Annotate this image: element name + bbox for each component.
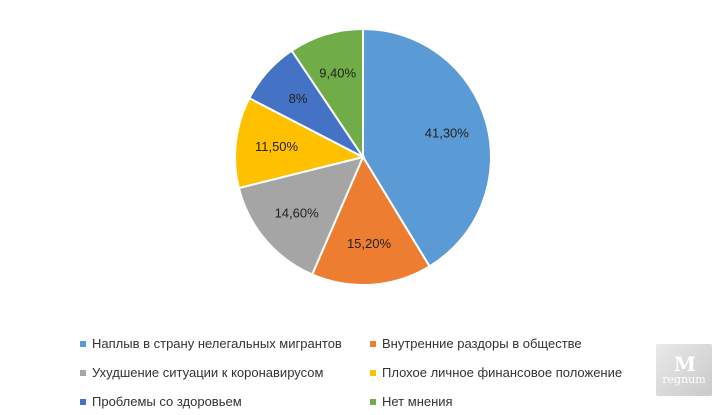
legend-label-no-opinion: Нет мнения	[382, 394, 453, 409]
pie-slice-covid	[237, 155, 365, 276]
data-label-no-opinion: 9,40%	[319, 66, 356, 81]
legend-swatch-health	[80, 398, 86, 405]
pie-chart: 41,30% 15,20% 14,60% 11,50% 8% 9,40%	[234, 27, 492, 286]
legend-swatch-covid	[80, 369, 86, 376]
legend-item-finance: Плохое личное финансовое положение	[370, 365, 622, 380]
data-label-society: 15,20%	[347, 236, 392, 251]
data-label-covid: 14,60%	[275, 205, 320, 220]
legend-label-migrants: Наплыв в страну нелегальных мигрантов	[92, 336, 342, 351]
watermark-mark: M	[673, 352, 696, 376]
pie-slice-finance	[234, 96, 366, 190]
regnum-watermark: M regnum	[656, 344, 712, 396]
legend-label-covid: Ухудшение ситуации к коронавирусом	[92, 365, 324, 380]
legend-swatch-finance	[370, 369, 376, 376]
legend-label-health: Проблемы со здоровьем	[92, 394, 242, 409]
legend-item-no-opinion: Нет мнения	[370, 394, 453, 409]
legend-label-society: Внутренние раздоры в обществе	[382, 336, 582, 351]
legend-swatch-migrants	[80, 340, 86, 347]
legend-label-finance: Плохое личное финансовое положение	[382, 365, 623, 380]
data-label-finance: 11,50%	[255, 139, 299, 154]
watermark-text: regnum	[662, 373, 706, 386]
legend-item-society: Внутренние раздоры в обществе	[370, 336, 582, 351]
legend-item-covid: Ухудшение ситуации к коронавирусом	[80, 365, 323, 380]
legend-swatch-no-opinion	[370, 398, 376, 405]
legend-swatch-society	[370, 340, 376, 347]
pie-slice-society	[310, 154, 431, 286]
data-label-migrants: 41,30%	[425, 126, 470, 141]
pie-slice-migrants	[362, 27, 492, 268]
legend-item-health: Проблемы со здоровьем	[80, 394, 242, 409]
legend-item-migrants: Наплыв в страну нелегальных мигрантов	[80, 336, 342, 351]
data-label-health: 8%	[289, 91, 308, 106]
pie-slice-no-opinion	[290, 27, 364, 161]
